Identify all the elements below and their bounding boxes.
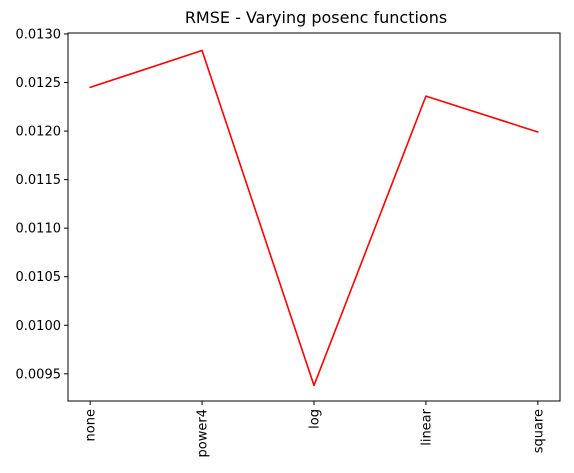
y-tick-label: 0.0130 [16,27,62,42]
x-tick-label: square [531,409,546,453]
x-tick-label: log [308,409,323,429]
x-tick-label: none [84,409,99,441]
series-line [89,49,539,387]
x-tick-label: linear [419,408,434,445]
y-tick-label: 0.0120 [16,125,62,140]
plot-area: 0.0095 0.0100 0.0105 0.0110 0.0115 0.0120 0.01… [16,27,561,457]
axes-frame [67,32,561,402]
y-tick-label: 0.0115 [16,173,62,188]
y-tick-label: 0.0105 [16,270,62,285]
chart-title: RMSE - Varying posenc functions [185,8,447,27]
y-tick-label: 0.0125 [16,76,62,91]
x-tick-label: power4 [196,409,211,457]
y-tick-label: 0.0100 [16,319,62,334]
y-tick-label: 0.0110 [16,222,62,237]
y-tick-label: 0.0095 [16,367,62,382]
